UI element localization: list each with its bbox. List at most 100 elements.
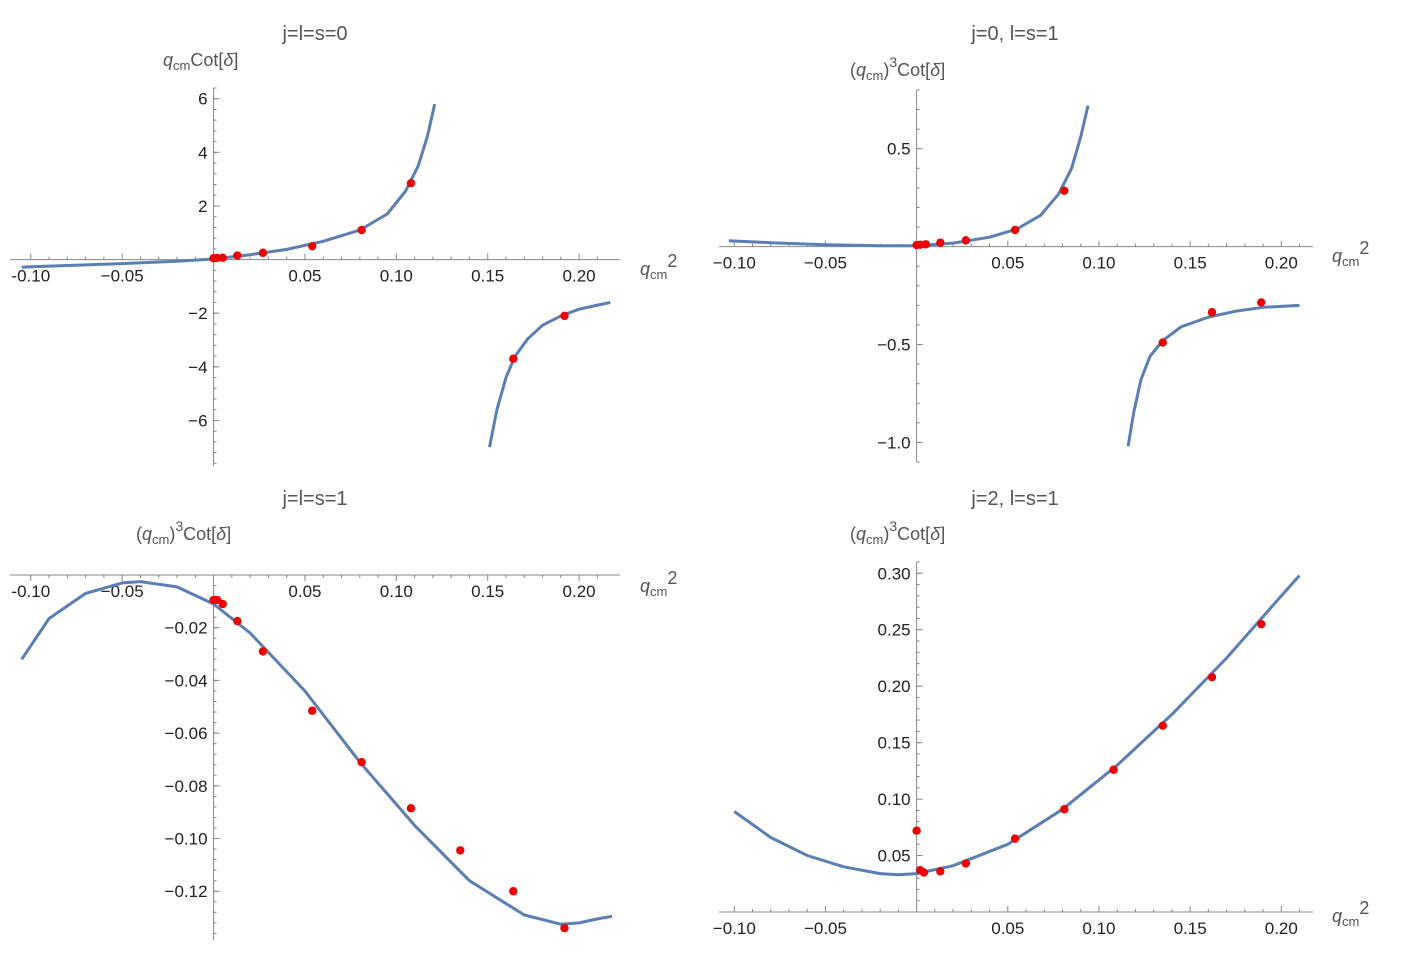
y-tick-label: −0.12 (165, 882, 208, 901)
chart-title: j=0, l=s=1 (970, 23, 1058, 45)
chart-panel-2: j=0, l=s=1 −0.10 −0.05 0.05 0.10 0.15 0.20 −1.0… (713, 23, 1369, 463)
data-point (406, 178, 416, 188)
y-tick-label: −4 (188, 358, 207, 377)
data-point (1010, 834, 1020, 843)
x-axis-label: qcm2 (1332, 238, 1369, 269)
data-point (509, 887, 518, 896)
x-tick-label: 0.20 (1265, 919, 1298, 938)
data-point (357, 757, 366, 767)
data-point (258, 647, 268, 656)
data-point (308, 241, 317, 251)
y-tick-label: −0.02 (165, 619, 208, 638)
x-tick-label: −0.05 (804, 254, 847, 273)
data-point (218, 599, 227, 609)
data-point (560, 923, 569, 933)
data-point (1257, 619, 1266, 629)
data-point (936, 867, 945, 876)
data-point (1060, 186, 1069, 196)
x-tick-label: -0.10 (11, 582, 50, 601)
y-axis-label: qcmCot[δ] (163, 50, 238, 73)
y-tick-label: 6 (198, 90, 207, 109)
data-point (509, 354, 518, 363)
x-tick-label: 0.05 (991, 254, 1024, 273)
fit-curve-1 (728, 105, 1090, 248)
x-tick-label: 0.15 (1174, 919, 1207, 938)
data-point (357, 225, 366, 235)
y-tick-label: 0.10 (878, 790, 911, 809)
y-tick-label: 2 (198, 197, 207, 216)
x-axis-label: qcm2 (640, 568, 677, 599)
y-tick-label: −0.04 (165, 671, 208, 690)
y-tick-label: −0.08 (165, 777, 208, 796)
x-axis-label: qcm2 (640, 251, 677, 282)
data-point (406, 804, 416, 813)
fit-curve-1 (20, 580, 613, 926)
data-point (233, 251, 242, 260)
data-point (961, 236, 971, 245)
chart-title: j=2, l=s=1 (970, 488, 1058, 510)
chart-title: j=l=s=1 (281, 488, 347, 510)
x-tick-label: 0.05 (288, 582, 321, 601)
y-axis-label: (qcm)3Cot[δ] (850, 518, 945, 547)
fit-curve-1 (21, 103, 437, 269)
x-tick-label: −0.05 (804, 919, 847, 938)
data-point (1158, 721, 1167, 730)
x-tick-label: 0.20 (563, 582, 596, 601)
data-point (1109, 765, 1118, 774)
x-tick-label: 0.15 (1174, 254, 1207, 273)
y-tick-label: 4 (198, 143, 207, 162)
chart-title: j=l=s=0 (281, 23, 347, 45)
x-tick-label: 0.15 (471, 582, 504, 601)
fit-curve-2 (488, 301, 611, 448)
x-tick-label: 0.20 (1265, 254, 1298, 273)
x-tick-label: 0.15 (471, 267, 504, 286)
y-tick-label: 0.30 (878, 564, 911, 583)
y-tick-label: 0.20 (878, 677, 911, 696)
x-tick-label: 0.10 (1082, 919, 1115, 938)
x-tick-label: 0.10 (380, 267, 413, 286)
x-tick-label: -0.10 (11, 267, 50, 286)
data-point (308, 706, 317, 715)
data-point (921, 240, 930, 249)
data-point (919, 868, 929, 877)
data-point (1060, 805, 1069, 814)
y-tick-label: 0.15 (878, 734, 911, 753)
fit-curve-2 (1126, 303, 1300, 447)
x-tick-label: 0.10 (380, 582, 413, 601)
y-tick-label: −6 (188, 411, 207, 430)
y-tick-label: −1.0 (877, 433, 911, 452)
y-axis-label: (qcm)3Cot[δ] (850, 54, 945, 83)
data-point (936, 238, 945, 247)
data-point (218, 253, 227, 262)
x-tick-label: 0.20 (563, 267, 596, 286)
data-point (456, 846, 465, 855)
x-tick-label: −0.05 (101, 582, 144, 601)
data-point (1257, 298, 1266, 307)
data-point (1158, 338, 1167, 347)
x-tick-label: 0.10 (1082, 254, 1115, 273)
y-tick-label: −2 (188, 304, 207, 323)
data-point (912, 826, 921, 835)
x-tick-label: −0.10 (713, 254, 756, 273)
chart-panel-3: j=l=s=1 -0.10 −0.05 0.05 0.10 0.15 0.20 −0.12 −0… (10, 488, 677, 940)
chart-panel-1: j=l=s=0 -0.10 −0.05 0.05 0.10 0.15 0.20 −6 −4 −2 2… (10, 23, 677, 466)
data-point (1207, 672, 1217, 682)
data-point (961, 859, 971, 868)
y-axis-label: (qcm)3Cot[δ] (136, 518, 231, 547)
x-axis-label: qcm2 (1332, 898, 1369, 929)
y-tick-label: −0.10 (165, 830, 208, 849)
y-tick-label: 0.05 (878, 847, 911, 866)
x-tick-label: −0.10 (713, 919, 756, 938)
y-tick-label: 0.25 (878, 621, 911, 640)
chart-panel-4: j=2, l=s=1 −0.10 −0.05 0.05 0.10 0.15 0.20 0.05… (713, 488, 1370, 938)
x-tick-label: −0.05 (101, 267, 144, 286)
data-point (258, 248, 268, 258)
y-tick-label: 0.5 (887, 140, 911, 159)
data-point (1207, 308, 1217, 317)
x-tick-label: 0.05 (288, 267, 321, 286)
y-tick-label: −0.5 (877, 336, 911, 355)
x-tick-label: 0.05 (991, 919, 1024, 938)
fit-curve-1 (733, 574, 1301, 877)
data-point (1010, 225, 1020, 235)
